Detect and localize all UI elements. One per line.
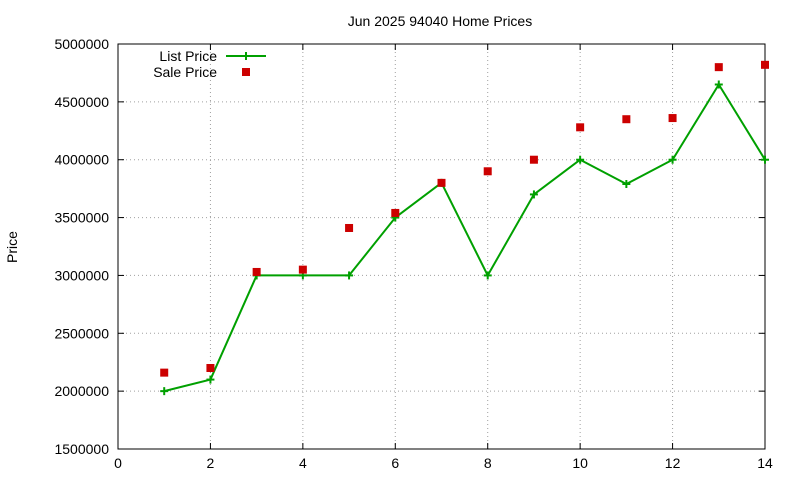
data-point	[206, 375, 215, 384]
data-point	[761, 60, 769, 69]
data-point	[529, 190, 538, 199]
legend-label: Sale Price	[153, 64, 217, 80]
y-tick-label: 3500000	[54, 210, 109, 226]
y-axis-label: Price	[4, 231, 20, 263]
data-point	[529, 155, 538, 164]
y-tick-label: 2500000	[54, 325, 109, 341]
data-point	[668, 114, 677, 123]
series-layer	[160, 60, 769, 396]
data-point	[298, 265, 307, 274]
x-tick-label: 10	[572, 455, 588, 471]
y-tick-label: 1500000	[54, 441, 109, 457]
data-point	[483, 271, 492, 280]
x-tick-label: 14	[757, 455, 773, 471]
data-point	[622, 180, 631, 189]
y-tick-label: 3000000	[54, 267, 109, 283]
data-point	[714, 80, 723, 89]
data-point	[483, 167, 492, 176]
plot-frame	[117, 43, 766, 450]
y-tick-label: 5000000	[54, 36, 109, 52]
x-tick-label: 6	[391, 455, 399, 471]
y-tick-label: 4000000	[54, 152, 109, 168]
series-line	[163, 83, 766, 393]
data-point	[160, 387, 169, 396]
data-point	[160, 368, 169, 377]
data-point	[391, 208, 400, 217]
data-point	[714, 63, 723, 72]
axis-ticks: 0 2 4 6 8 10 12 14 1500000 2000000 2500000 3000000 3…	[54, 36, 773, 471]
x-tick-label: 4	[299, 455, 307, 471]
series-list-price	[160, 80, 769, 396]
data-point	[576, 123, 585, 132]
data-point	[668, 155, 677, 164]
data-point	[761, 155, 769, 164]
data-point	[252, 267, 261, 276]
y-tick-label: 2000000	[54, 383, 109, 399]
data-point	[576, 155, 585, 164]
data-point	[345, 271, 354, 280]
legend-label: List Price	[159, 48, 217, 64]
y-tick-label: 4500000	[54, 94, 109, 110]
chart-title: Jun 2025 94040 Home Prices	[348, 13, 532, 29]
x-tick-label: 0	[114, 455, 122, 471]
data-point	[345, 223, 354, 232]
data-point	[622, 115, 631, 124]
legend-marker	[242, 68, 250, 76]
series-sale-price	[160, 60, 769, 377]
x-tick-label: 12	[665, 455, 681, 471]
x-tick-label: 8	[484, 455, 492, 471]
legend-marker	[242, 52, 250, 60]
x-tick-label: 2	[207, 455, 215, 471]
grid	[118, 44, 765, 449]
data-point	[206, 364, 215, 372]
data-point	[437, 178, 446, 187]
